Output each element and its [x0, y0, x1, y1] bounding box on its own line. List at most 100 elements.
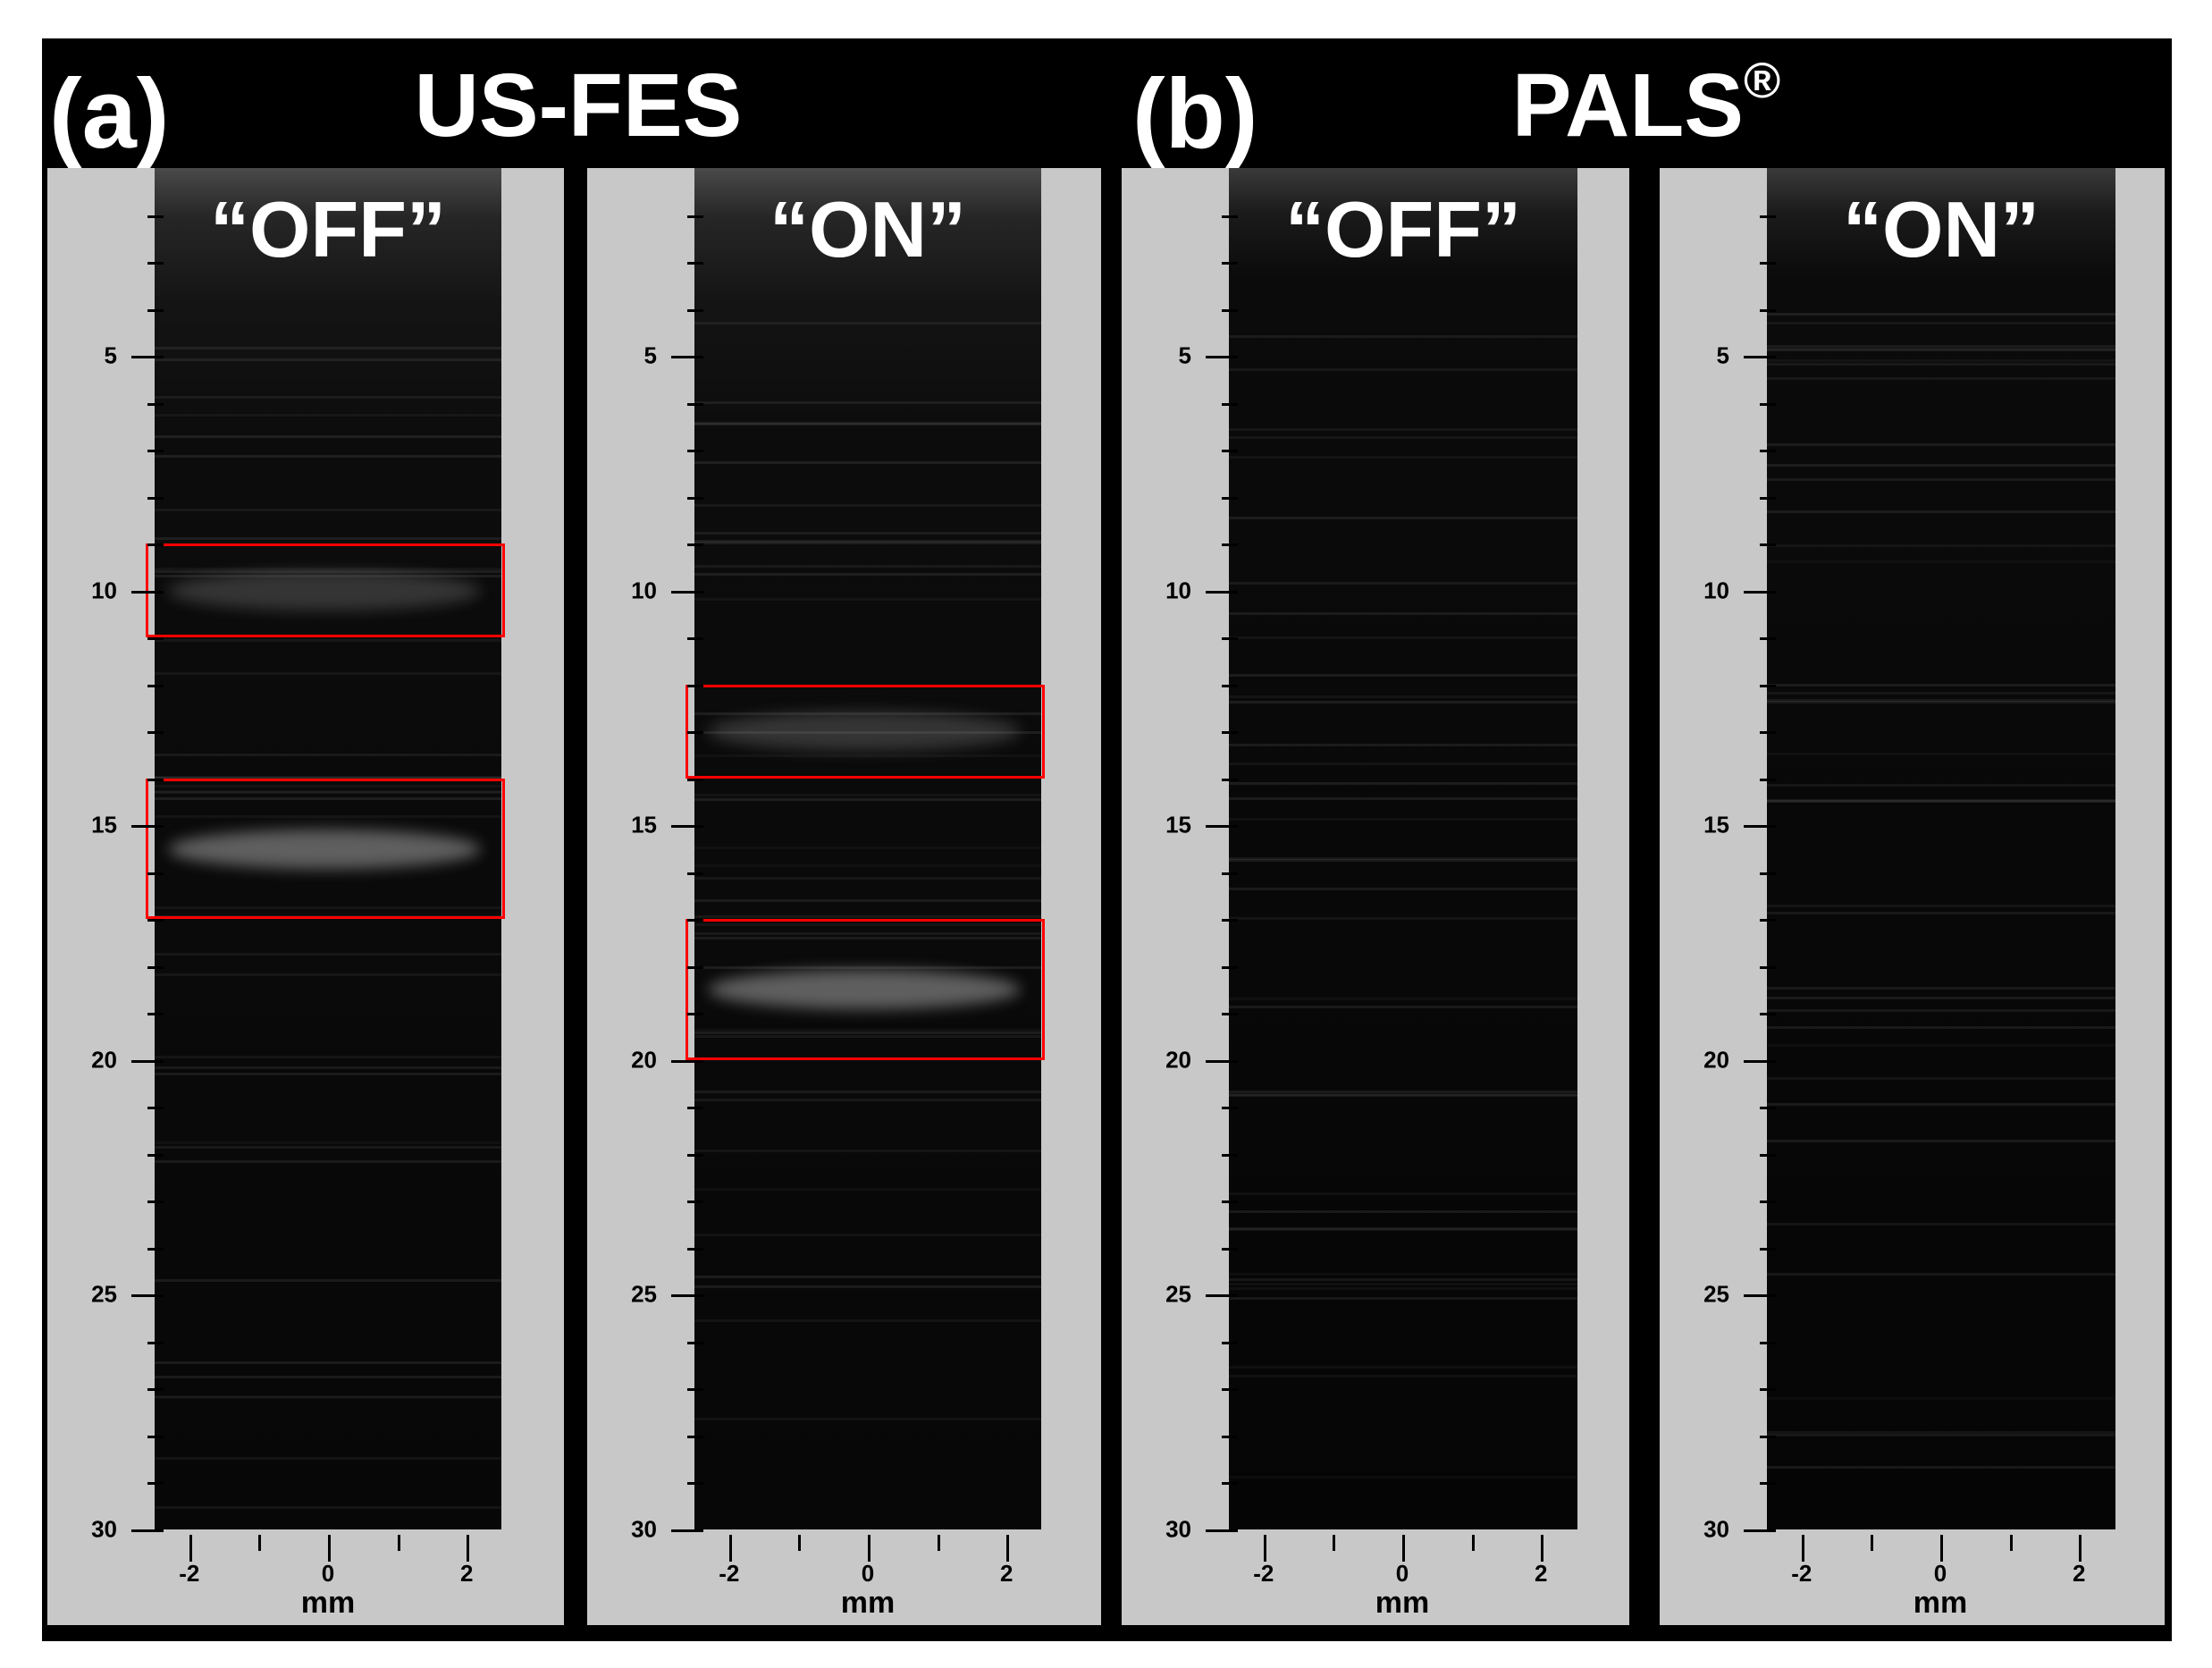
depth-tick — [1222, 731, 1238, 735]
depth-tick — [1760, 308, 1776, 312]
lateral-tick-label: -2 — [1253, 1560, 1274, 1587]
depth-tick-label: 10 — [631, 577, 657, 604]
depth-tick — [1222, 1013, 1238, 1016]
speckle-band — [155, 814, 501, 818]
speckle-band — [1229, 636, 1577, 640]
depth-tick — [147, 450, 164, 453]
speckle-band — [1229, 1005, 1577, 1008]
lateral-tick — [1471, 1535, 1475, 1551]
speckle-band — [694, 422, 1041, 425]
speckle-band — [155, 952, 501, 956]
speckle-band — [694, 915, 1041, 918]
depth-tick — [1222, 872, 1238, 875]
roi-box — [685, 684, 1045, 779]
speckle-band — [155, 414, 501, 417]
speckle-band — [1767, 1140, 2115, 1143]
speckle-band — [1767, 344, 2115, 348]
speckle-band — [1229, 695, 1577, 699]
lateral-axis: -2 0 2 — [155, 1529, 501, 1587]
ultrasound-image: “ON” — [1767, 168, 2115, 1529]
lateral-tick-label: -2 — [179, 1560, 200, 1587]
depth-tick — [687, 543, 703, 547]
speckle-band — [1767, 348, 2115, 351]
speckle-band — [694, 876, 1041, 880]
depth-tick — [687, 965, 703, 969]
depth-tick-label: 30 — [91, 1515, 117, 1543]
speckle-band — [1767, 348, 2115, 350]
speckle-band — [694, 564, 1041, 568]
depth-tick-label: 20 — [91, 1046, 117, 1074]
depth-tick — [1760, 778, 1776, 781]
speckle-band — [155, 1361, 501, 1364]
depth-tick-major — [131, 1294, 164, 1298]
depth-tick-major — [1744, 356, 1776, 359]
depth-tick-major — [131, 1059, 164, 1063]
depth-tick — [1760, 684, 1776, 687]
lateral-tick-label: -2 — [719, 1560, 740, 1587]
speckle-band — [155, 1376, 501, 1379]
depth-tick — [1760, 1013, 1776, 1016]
depth-tick — [147, 1388, 164, 1392]
speckle-band — [1767, 1076, 2115, 1080]
depth-tick — [1222, 919, 1238, 922]
depth-tick — [1222, 215, 1238, 218]
speckle-band — [694, 572, 1041, 576]
lateral-tick-major — [328, 1535, 331, 1562]
depth-tick-label: 5 — [643, 341, 657, 369]
depth-tick — [687, 1388, 703, 1392]
speckle-band — [1767, 1465, 2115, 1469]
depth-tick — [147, 1341, 164, 1344]
speckle-band — [155, 753, 501, 756]
speckle-band — [1229, 888, 1577, 891]
depth-tick — [1760, 1200, 1776, 1204]
lateral-tick-label: 2 — [2072, 1560, 2086, 1587]
roi-box — [146, 778, 505, 920]
speckle-band — [1229, 516, 1577, 519]
speckle-band — [1229, 1296, 1577, 1300]
speckle-band — [694, 1188, 1041, 1191]
speckle-band — [1229, 1228, 1577, 1232]
speckle-band — [1229, 611, 1577, 615]
speckle-band — [1229, 1093, 1577, 1097]
depth-axis: 5 10 15 20 25 30 — [1122, 168, 1238, 1543]
speckle-band — [1767, 544, 2115, 548]
speckle-band — [694, 1417, 1041, 1420]
speckle-band — [155, 570, 501, 574]
depth-tick — [687, 215, 703, 218]
ultrasound-image: “OFF” — [1229, 168, 1577, 1529]
panel-label-a: (a) — [49, 59, 170, 169]
depth-tick-major — [1744, 1294, 1776, 1298]
speckle-band — [1229, 916, 1577, 920]
panel-label-b: (b) — [1132, 59, 1258, 169]
depth-tick-label: 10 — [1703, 577, 1729, 604]
depth-axis: 5 10 15 20 25 30 — [1660, 168, 1776, 1543]
depth-tick-major — [131, 1529, 164, 1532]
lateral-tick-label: 0 — [861, 1560, 875, 1587]
speckle-band — [694, 531, 1041, 535]
depth-tick — [687, 496, 703, 500]
speckle-band — [155, 906, 501, 910]
speckle-band — [1229, 1273, 1577, 1276]
depth-tick — [687, 1247, 703, 1251]
speckle-band — [1767, 1431, 2115, 1435]
speckle-band — [155, 1056, 501, 1059]
lateral-tick — [2009, 1535, 2013, 1551]
depth-tick — [1760, 1341, 1776, 1344]
speckle-band — [694, 1285, 1041, 1288]
speckle-band — [1229, 859, 1577, 863]
speckle-band — [1767, 700, 2115, 703]
speckle-band — [155, 797, 501, 801]
speckle-band — [1229, 1278, 1577, 1282]
lateral-tick-major — [1006, 1535, 1010, 1562]
lateral-tick-major — [1801, 1535, 1804, 1562]
lateral-tick — [798, 1535, 802, 1551]
lateral-tick-major — [1402, 1535, 1405, 1562]
depth-tick — [147, 215, 164, 218]
lateral-tick-major — [2079, 1535, 2082, 1562]
lateral-axis: -2 0 2 — [1767, 1529, 2114, 1587]
speckle-band — [694, 965, 1041, 969]
depth-tick-major — [671, 1529, 703, 1532]
lateral-tick — [937, 1535, 940, 1551]
speckle-band — [1229, 1476, 1577, 1478]
speckle-band — [1229, 427, 1577, 431]
